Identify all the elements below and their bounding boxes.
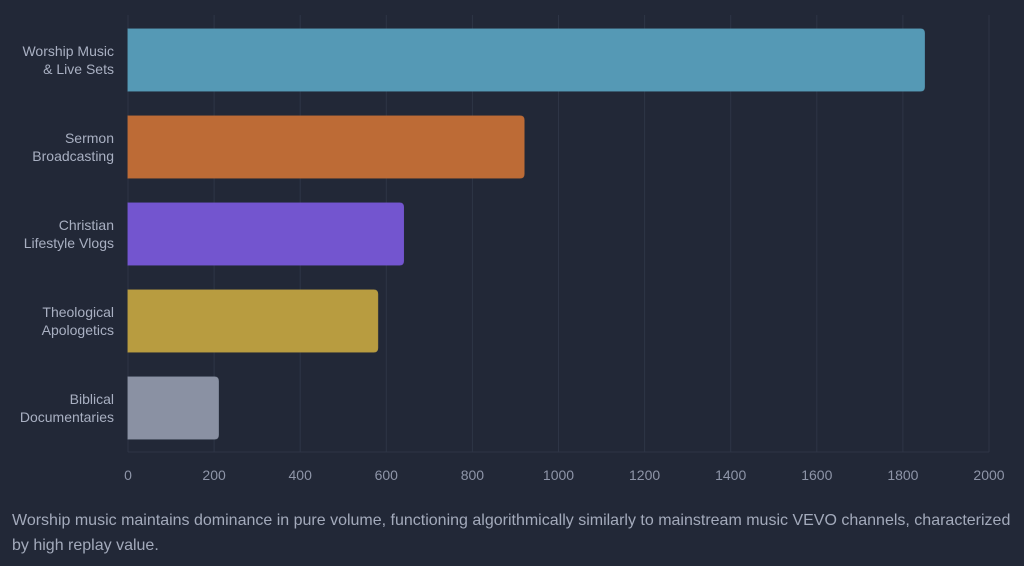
x-tick-label: 1600 bbox=[801, 467, 832, 483]
bar bbox=[127, 202, 405, 266]
bar bbox=[127, 115, 525, 179]
bar bbox=[127, 289, 379, 353]
bar bbox=[127, 376, 219, 440]
x-tick-label: 0 bbox=[124, 467, 132, 483]
x-tick-label: 600 bbox=[375, 467, 399, 483]
chart-caption: Worship music maintains dominance in pur… bbox=[12, 512, 1011, 554]
x-tick-label: 400 bbox=[289, 467, 313, 483]
x-tick-label: 2000 bbox=[973, 467, 1004, 483]
category-label: Christian Lifestyle Vlogs bbox=[24, 217, 114, 251]
x-tick-label: 200 bbox=[202, 467, 226, 483]
x-tick-label: 1000 bbox=[543, 467, 574, 483]
category-label: Theological Apologetics bbox=[42, 304, 114, 338]
category-label: Worship Music & Live Sets bbox=[22, 43, 114, 77]
x-tick-label: 1800 bbox=[887, 467, 918, 483]
bar bbox=[127, 28, 925, 92]
x-tick-label: 800 bbox=[461, 467, 485, 483]
x-tick-label: 1200 bbox=[629, 467, 660, 483]
bar-chart: 0 200 400 600 800 1000 1200 1400 1600 1800 2000 Wor… bbox=[20, 15, 1005, 483]
category-label: Sermon Broadcasting bbox=[32, 130, 114, 164]
x-tick-label: 1400 bbox=[715, 467, 746, 483]
category-label: Biblical Documentaries bbox=[20, 391, 114, 425]
